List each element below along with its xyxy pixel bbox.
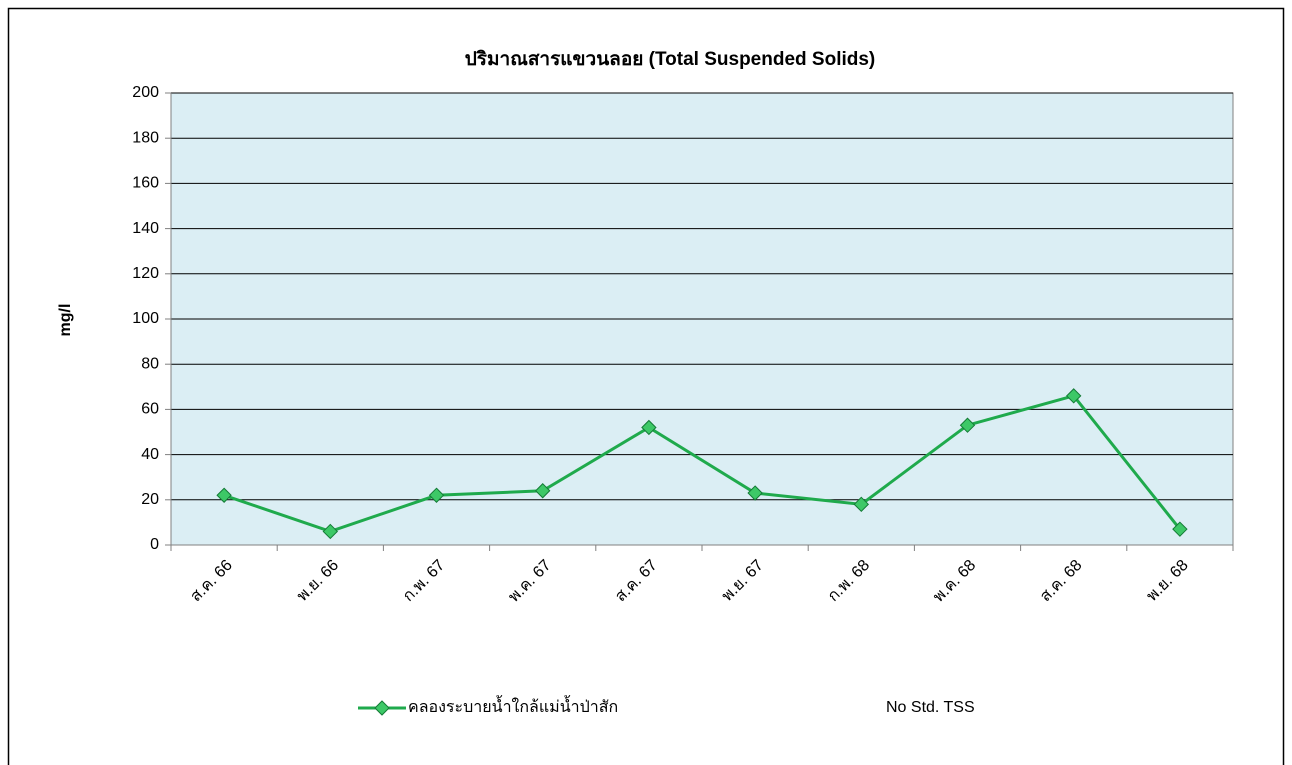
data-point: [1172, 521, 1188, 537]
series-line: [223, 394, 1182, 534]
data-point: [1065, 388, 1082, 404]
y-axis-label: mg/l: [57, 304, 74, 337]
y-tick-label: 120: [132, 265, 159, 282]
data-point: [641, 419, 657, 436]
y-tick-label: 100: [132, 310, 159, 327]
data-point: [428, 487, 445, 503]
data-point: [959, 417, 976, 433]
y-tick-label: 80: [141, 355, 159, 372]
y-tick-label: 160: [132, 175, 159, 192]
y-tick-label: 60: [141, 401, 159, 418]
y-tick-label: 40: [141, 446, 159, 463]
legend-label: คลองระบายน้ำใกล้แม่น้ำป่าสัก: [408, 695, 618, 716]
y-tick-label: 20: [141, 491, 159, 508]
data-point: [747, 485, 763, 501]
data-point: [322, 523, 339, 540]
data-point: [853, 496, 870, 513]
data-point: [216, 487, 232, 503]
y-tick-label: 0: [150, 536, 159, 553]
y-tick-label: 180: [132, 129, 159, 146]
chart-title: ปริมาณสารแขวนลอย (Total Suspended Solids…: [465, 49, 876, 70]
y-tick-label: 200: [132, 84, 159, 101]
legend-marker: [374, 700, 390, 716]
legend-label: No Std. TSS: [886, 699, 975, 716]
y-tick-label: 140: [132, 220, 159, 237]
data-point: [534, 483, 551, 499]
